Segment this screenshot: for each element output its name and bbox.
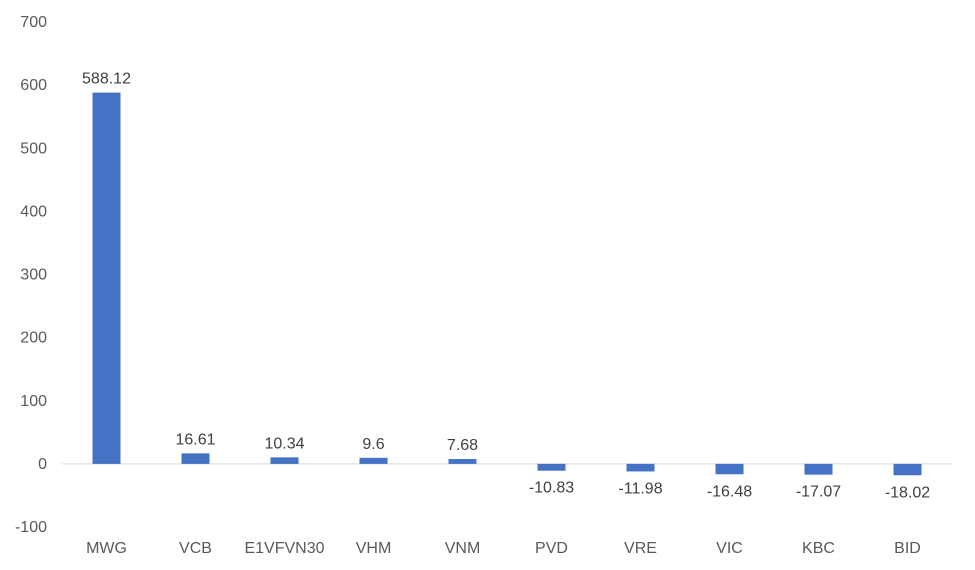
x-category-label: VHM bbox=[356, 540, 392, 557]
bar-series bbox=[92, 92, 922, 476]
bar-vnm bbox=[448, 459, 477, 464]
bar-pvd bbox=[537, 463, 566, 471]
x-category-label: E1VFVN30 bbox=[244, 540, 324, 557]
data-label: -16.48 bbox=[707, 483, 752, 500]
x-category-label: MWG bbox=[86, 540, 127, 557]
data-labels: 588.12 16.61 10.34 9.6 7.68 -10.83 -11.98 -16.4… bbox=[82, 71, 930, 502]
x-category-label: VNM bbox=[445, 540, 481, 557]
y-tick-label: -100 bbox=[15, 519, 47, 536]
data-label: -18.02 bbox=[885, 484, 930, 501]
data-label: 16.61 bbox=[175, 431, 215, 448]
bar-vcb bbox=[181, 453, 210, 464]
bar-vre bbox=[626, 463, 655, 472]
bar-vhm bbox=[359, 457, 388, 464]
data-label: 9.6 bbox=[362, 436, 384, 453]
x-category-label: BID bbox=[894, 540, 921, 557]
y-tick-label: 600 bbox=[20, 77, 47, 94]
y-axis-tick-labels: -100 0 100 200 300 400 500 600 700 bbox=[15, 14, 47, 536]
y-tick-label: 500 bbox=[20, 140, 47, 157]
bar-mwg bbox=[92, 92, 121, 464]
data-label: -10.83 bbox=[529, 480, 574, 497]
x-axis-category-labels: MWG VCB E1VFVN30 VHM VNM PVD VRE VIC KBC BID bbox=[86, 540, 921, 557]
y-tick-label: 200 bbox=[20, 330, 47, 347]
x-category-label: VRE bbox=[624, 540, 657, 557]
x-category-label: VIC bbox=[716, 540, 743, 557]
data-label: -17.07 bbox=[796, 484, 841, 501]
y-tick-label: 300 bbox=[20, 267, 47, 284]
bar-e1vfvn30 bbox=[270, 457, 299, 464]
y-tick-label: 400 bbox=[20, 203, 47, 220]
data-label: 588.12 bbox=[82, 71, 131, 88]
bar-kbc bbox=[804, 463, 833, 475]
data-label: 7.68 bbox=[447, 437, 478, 454]
y-tick-label: 700 bbox=[20, 14, 47, 31]
x-category-label: KBC bbox=[802, 540, 835, 557]
bar-bid bbox=[893, 463, 922, 476]
bar-vic bbox=[715, 463, 744, 475]
x-category-label: PVD bbox=[535, 540, 568, 557]
data-label: 10.34 bbox=[264, 435, 304, 452]
data-label: -11.98 bbox=[618, 480, 662, 497]
x-category-label: VCB bbox=[179, 540, 212, 557]
y-tick-label: 100 bbox=[20, 393, 47, 410]
y-tick-label: 0 bbox=[38, 456, 47, 473]
